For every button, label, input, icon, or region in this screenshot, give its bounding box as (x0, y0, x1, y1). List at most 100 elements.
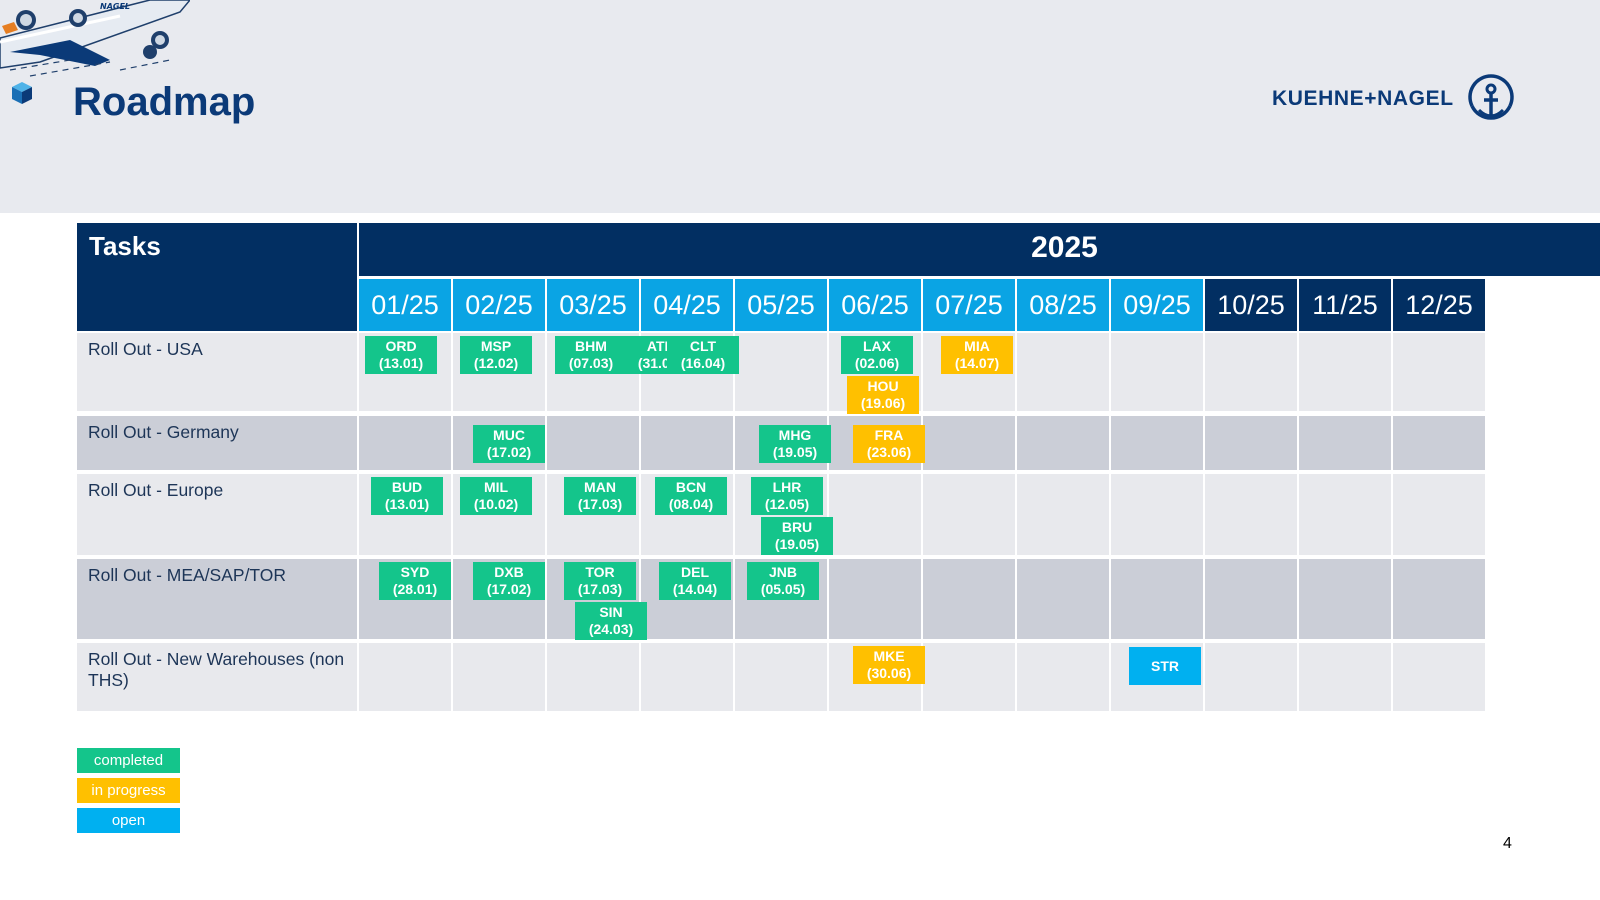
milestone-bhm: BHM (07.03) (555, 336, 627, 374)
milestone-name: DXB (494, 564, 524, 580)
month-header: 08/25 (1017, 279, 1109, 331)
grid-cell (1393, 333, 1485, 411)
grid-cell (1111, 416, 1203, 470)
kuehne-nagel-logo: KUEHNE+NAGEL (1272, 72, 1518, 126)
anchor-circle-icon (1467, 74, 1514, 120)
milestone-bcn: BCN (08.04) (655, 477, 727, 515)
milestone-date: (12.02) (473, 355, 519, 371)
month-header: 07/25 (923, 279, 1015, 331)
milestone-date: (05.05) (760, 581, 806, 597)
grid-cell (1299, 333, 1391, 411)
grid-cell (923, 416, 1015, 470)
grid-cell (1017, 559, 1109, 639)
legend-open: open (77, 808, 180, 833)
milestone-name: MHG (778, 427, 812, 443)
milestone-name: LHR (772, 479, 802, 495)
milestone-lhr: LHR (12.05) (751, 477, 823, 515)
grid-cell (923, 474, 1015, 555)
month-header: 01/25 (359, 279, 451, 331)
milestone-date: (10.02) (473, 496, 519, 512)
grid-cell (1205, 333, 1297, 411)
milestone-dxb: DXB (17.02) (473, 562, 545, 600)
milestone-lax: LAX (02.06) (841, 336, 913, 374)
milestone-date: (02.06) (854, 355, 900, 371)
milestone-name: LAX (863, 338, 891, 354)
grid-cell (453, 643, 545, 711)
airplane-icon: NAGEL (0, 0, 190, 77)
milestone-mke: MKE (30.06) (853, 646, 925, 684)
grid-cell (735, 643, 827, 711)
month-header: 12/25 (1393, 279, 1485, 331)
svg-text:NAGEL: NAGEL (100, 2, 130, 11)
milestone-date: (30.06) (866, 665, 912, 681)
grid-cell (547, 643, 639, 711)
milestone-date: (28.01) (392, 581, 438, 597)
month-header: 03/25 (547, 279, 639, 331)
milestone-name: BHM (575, 338, 607, 354)
milestone-date: (14.07) (954, 355, 1000, 371)
milestone-date: (17.03) (577, 496, 623, 512)
milestone-date: (17.02) (486, 444, 532, 460)
milestone-name: JNB (768, 564, 797, 580)
milestone-name: CLT (689, 338, 717, 354)
month-header: 06/25 (829, 279, 921, 331)
grid-cell (923, 643, 1015, 711)
grid-cell (923, 559, 1015, 639)
milestone-date: (19.05) (772, 444, 818, 460)
legend-in-progress: in progress (77, 778, 180, 803)
milestone-name: DEL (681, 564, 709, 580)
milestone-name: MKE (873, 648, 905, 664)
grid-cell (1205, 474, 1297, 555)
grid-cell (1111, 474, 1203, 555)
grid-cell (1017, 416, 1109, 470)
milestone-name: BUD (391, 479, 423, 495)
milestone-syd: SYD (28.01) (379, 562, 451, 600)
tasks-header-cell: Tasks (77, 223, 357, 331)
milestone-jnb: JNB (05.05) (747, 562, 819, 600)
milestone-date: (13.01) (384, 496, 430, 512)
milestone-name: TOR (585, 564, 615, 580)
milestone-date: (08.04) (668, 496, 714, 512)
milestone-man: MAN (17.03) (564, 477, 636, 515)
grid-cell (1393, 474, 1485, 555)
milestone-tor: TOR (17.03) (564, 562, 636, 600)
milestone-date: (13.01) (378, 355, 424, 371)
grid-cell (829, 559, 921, 639)
milestone-msp: MSP (12.02) (460, 336, 532, 374)
milestone-date: (19.05) (774, 536, 820, 552)
milestone-name: MIL (483, 479, 509, 495)
month-header: 02/25 (453, 279, 545, 331)
milestone-mil: MIL (10.02) (460, 477, 532, 515)
milestone-name: MUC (493, 427, 525, 443)
cube-icon (12, 82, 32, 104)
grid-cell (1205, 643, 1297, 711)
task-row-label: Roll Out - MEA/SAP/TOR (77, 559, 357, 639)
milestone-del: DEL (14.04) (659, 562, 731, 600)
milestone-date: (24.03) (588, 621, 634, 637)
task-row-label: Roll Out - USA (77, 333, 357, 411)
milestone-name: STR (1151, 657, 1179, 674)
grid-cell (1393, 416, 1485, 470)
milestone-date: (16.04) (680, 355, 726, 371)
milestone-date: (12.05) (764, 496, 810, 512)
milestone-mia: MIA (14.07) (941, 336, 1013, 374)
milestone-ord: ORD (13.01) (365, 336, 437, 374)
logo-text: KUEHNE+NAGEL (1272, 87, 1454, 110)
milestone-name: MSP (480, 338, 512, 354)
month-header: 09/25 (1111, 279, 1203, 331)
milestone-name: ATL (646, 338, 674, 354)
grid-cell (735, 333, 827, 411)
page-number: 4 (1503, 835, 1512, 852)
grid-cell (1111, 333, 1203, 411)
milestone-name: MIA (964, 338, 990, 354)
milestone-date: (14.04) (672, 581, 718, 597)
grid-cell (1393, 643, 1485, 711)
month-header: 10/25 (1205, 279, 1297, 331)
month-header: 05/25 (735, 279, 827, 331)
milestone-name: BCN (675, 479, 707, 495)
milestone-name: FRA (874, 427, 904, 443)
grid-cell (1393, 559, 1485, 639)
grid-cell (1205, 559, 1297, 639)
legend-completed: completed (77, 748, 180, 773)
